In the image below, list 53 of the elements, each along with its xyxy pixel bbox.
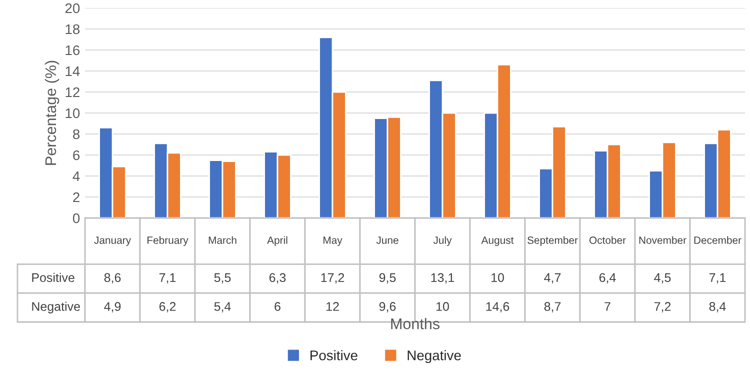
y-axis-title: Percentage (%) [44, 60, 60, 165]
y-tick-label: 6 [73, 150, 80, 160]
y-tick-label: 4 [72, 171, 80, 182]
y-tick-label: 12 [66, 87, 80, 98]
x-axis-title: Months [391, 318, 440, 330]
data-label: 8,4 [709, 302, 726, 312]
data-label: 8,6 [104, 273, 121, 284]
data-label: 5,4 [214, 302, 231, 312]
x-tick-label: April [267, 236, 288, 246]
data-label: 4,5 [654, 273, 671, 284]
legend-label: Negative [408, 350, 461, 364]
data-label: 13,1 [431, 273, 454, 284]
y-tick-label: 2 [73, 192, 80, 202]
x-tick-label: March [208, 236, 236, 244]
data-label: 10 [436, 302, 449, 311]
x-tick-label: August [481, 236, 514, 246]
data-label: 9,6 [379, 302, 396, 312]
data-label: 7,1 [159, 273, 176, 284]
x-tick-label: May [324, 236, 342, 246]
data-label: 9,5 [379, 273, 396, 284]
y-tick-label: 18 [66, 24, 80, 34]
x-tick-label: July [433, 236, 452, 246]
y-tick-label: 10 [66, 108, 80, 118]
data-label: 17,2 [321, 273, 344, 284]
data-label: 14,6 [486, 302, 510, 312]
data-label: 12 [326, 302, 339, 311]
x-tick-label: December [694, 236, 742, 244]
y-tick-label: 14 [66, 66, 80, 76]
x-tick-label: October [589, 236, 626, 244]
x-tick-label: June [376, 236, 398, 244]
data-label: 10 [492, 273, 504, 282]
data-label: 6,3 [269, 273, 286, 284]
y-tick-label: 0 [72, 213, 80, 224]
y-tick-label: 16 [66, 45, 80, 56]
data-label: 4,7 [544, 273, 561, 284]
x-tick-label: January [94, 236, 132, 246]
x-tick-label: February [148, 236, 188, 246]
data-label: 4,9 [104, 302, 121, 312]
legend-label: Positive [310, 350, 358, 360]
y-tick-label: 8 [73, 129, 80, 140]
data-label: 5,5 [214, 273, 231, 284]
data-label: 6,4 [599, 273, 616, 284]
data-label: 7,1 [709, 273, 726, 284]
data-label: 8,7 [544, 302, 561, 312]
y-tick-label: 20 [65, 3, 80, 14]
data-label: 7 [604, 302, 610, 311]
data-label: 7,2 [654, 302, 671, 312]
data-label: 6,2 [159, 302, 176, 312]
data-label: 6 [274, 302, 280, 311]
x-tick-label: September [528, 236, 578, 246]
text: Negative [32, 302, 80, 314]
x-tick-label: November [639, 236, 686, 244]
text: Positive [32, 272, 74, 282]
